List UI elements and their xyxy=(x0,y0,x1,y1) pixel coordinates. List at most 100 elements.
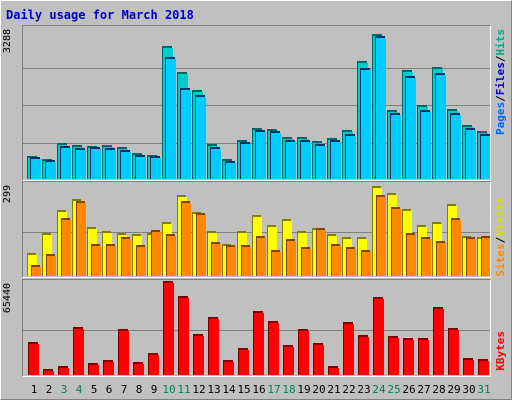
kbytes-bar xyxy=(269,323,279,375)
sites-bar xyxy=(182,203,191,276)
day-label: 30 xyxy=(462,383,475,396)
day-axis: 1 2 3 4 5 6 7 8 9 10 11 12 13 14 15 16 17 18 19 20 21 22 23 24 2… xyxy=(31,383,491,396)
day-label: 25 xyxy=(387,383,400,396)
mid-y-max-label: 299 xyxy=(2,185,13,204)
kbytes-bar xyxy=(74,329,84,375)
day-label: 27 xyxy=(417,383,430,396)
files-bar xyxy=(301,142,311,179)
kbytes-bar xyxy=(254,313,264,375)
sites-bar xyxy=(362,252,371,276)
legend-sites-visits: Sites/Visits xyxy=(494,197,507,277)
sites-bar xyxy=(272,252,281,276)
day-label: 11 xyxy=(177,383,190,396)
legend-kbytes: KBytes xyxy=(494,331,507,371)
day-label: 9 xyxy=(151,383,158,396)
day-label: 22 xyxy=(342,383,355,396)
kbytes-bar xyxy=(59,368,69,375)
kbytes-bar xyxy=(299,331,309,375)
kbytes-bar xyxy=(104,362,114,375)
sites-bar xyxy=(107,246,116,276)
sites-bar xyxy=(167,236,176,276)
files-bar xyxy=(256,132,266,179)
legend-kbytes-label: KBytes xyxy=(494,331,507,371)
files-bar xyxy=(316,146,326,179)
files-bar xyxy=(286,142,296,179)
day-label: 17 xyxy=(267,383,280,396)
files-bar xyxy=(421,112,431,179)
kbytes-bar xyxy=(464,360,474,375)
kbytes-bar xyxy=(179,298,189,375)
day-label: 23 xyxy=(357,383,370,396)
day-label: 6 xyxy=(106,383,113,396)
files-bar xyxy=(91,149,101,179)
kbytes-bar xyxy=(29,344,39,375)
files-bar xyxy=(121,152,131,179)
files-bar xyxy=(151,158,161,179)
files-bar xyxy=(361,70,371,179)
day-label: 8 xyxy=(136,383,143,396)
files-bar xyxy=(61,148,71,179)
sites-bar xyxy=(302,249,311,276)
files-bar xyxy=(346,136,356,179)
kbytes-bar xyxy=(89,365,99,375)
sites-bar xyxy=(467,239,476,276)
day-label: 5 xyxy=(91,383,98,396)
bot-y-max-label: 65440 xyxy=(2,283,13,314)
sites-bar xyxy=(317,230,326,276)
kbytes-bar xyxy=(479,361,489,375)
sites-bar xyxy=(392,209,401,276)
legend-files: Files xyxy=(494,62,507,96)
files-bar xyxy=(76,150,86,179)
day-label: 21 xyxy=(327,383,340,396)
kbytes-bar xyxy=(164,283,174,375)
sites-bar xyxy=(47,256,56,276)
legend-visits: Visits xyxy=(494,197,507,237)
day-label: 12 xyxy=(192,383,205,396)
day-label: 3 xyxy=(61,383,68,396)
day-label: 15 xyxy=(237,383,250,396)
kbytes-bar xyxy=(239,350,249,375)
chart-title: Daily usage for March 2018 xyxy=(6,8,194,22)
kbytes-bar xyxy=(194,336,204,375)
top-y-max-label: 3288 xyxy=(2,29,13,54)
files-bar xyxy=(196,97,206,179)
kbytes-bar xyxy=(149,355,159,375)
sites-bar xyxy=(122,239,131,276)
kbytes-bar xyxy=(404,340,414,375)
kbytes-bar xyxy=(434,309,444,375)
day-label: 16 xyxy=(252,383,265,396)
hits-files-pages-panel xyxy=(22,25,491,181)
kbytes-bar xyxy=(119,331,129,375)
day-label: 18 xyxy=(282,383,295,396)
kbytes-panel xyxy=(22,279,491,377)
sites-bar xyxy=(452,220,461,276)
kbytes-bar xyxy=(134,364,144,375)
day-label: 19 xyxy=(297,383,310,396)
day-label: 4 xyxy=(76,383,83,396)
kbytes-bar xyxy=(359,337,369,375)
kbytes-bar xyxy=(284,347,294,375)
kbytes-bar xyxy=(44,371,54,375)
kbytes-bar xyxy=(314,345,324,375)
files-bar xyxy=(481,136,491,179)
files-bar xyxy=(226,163,236,179)
sites-bar xyxy=(257,238,266,276)
sites-bar xyxy=(347,249,356,276)
legend-separator: / xyxy=(494,236,507,244)
kbytes-bar xyxy=(389,338,399,375)
sites-bar xyxy=(287,241,296,276)
files-bar xyxy=(136,157,146,179)
day-label: 24 xyxy=(372,383,386,396)
files-bar xyxy=(271,133,281,179)
sites-bar xyxy=(332,246,341,276)
legend-separator: / xyxy=(494,55,507,63)
day-label: 14 xyxy=(222,383,236,396)
files-bar xyxy=(466,130,476,179)
sites-bar xyxy=(377,197,386,276)
hits-files-pages-chart xyxy=(23,34,491,179)
day-label: 10 xyxy=(162,383,175,396)
sites-bar xyxy=(92,246,101,276)
files-bar xyxy=(451,115,461,179)
kbytes-bar xyxy=(329,368,339,375)
